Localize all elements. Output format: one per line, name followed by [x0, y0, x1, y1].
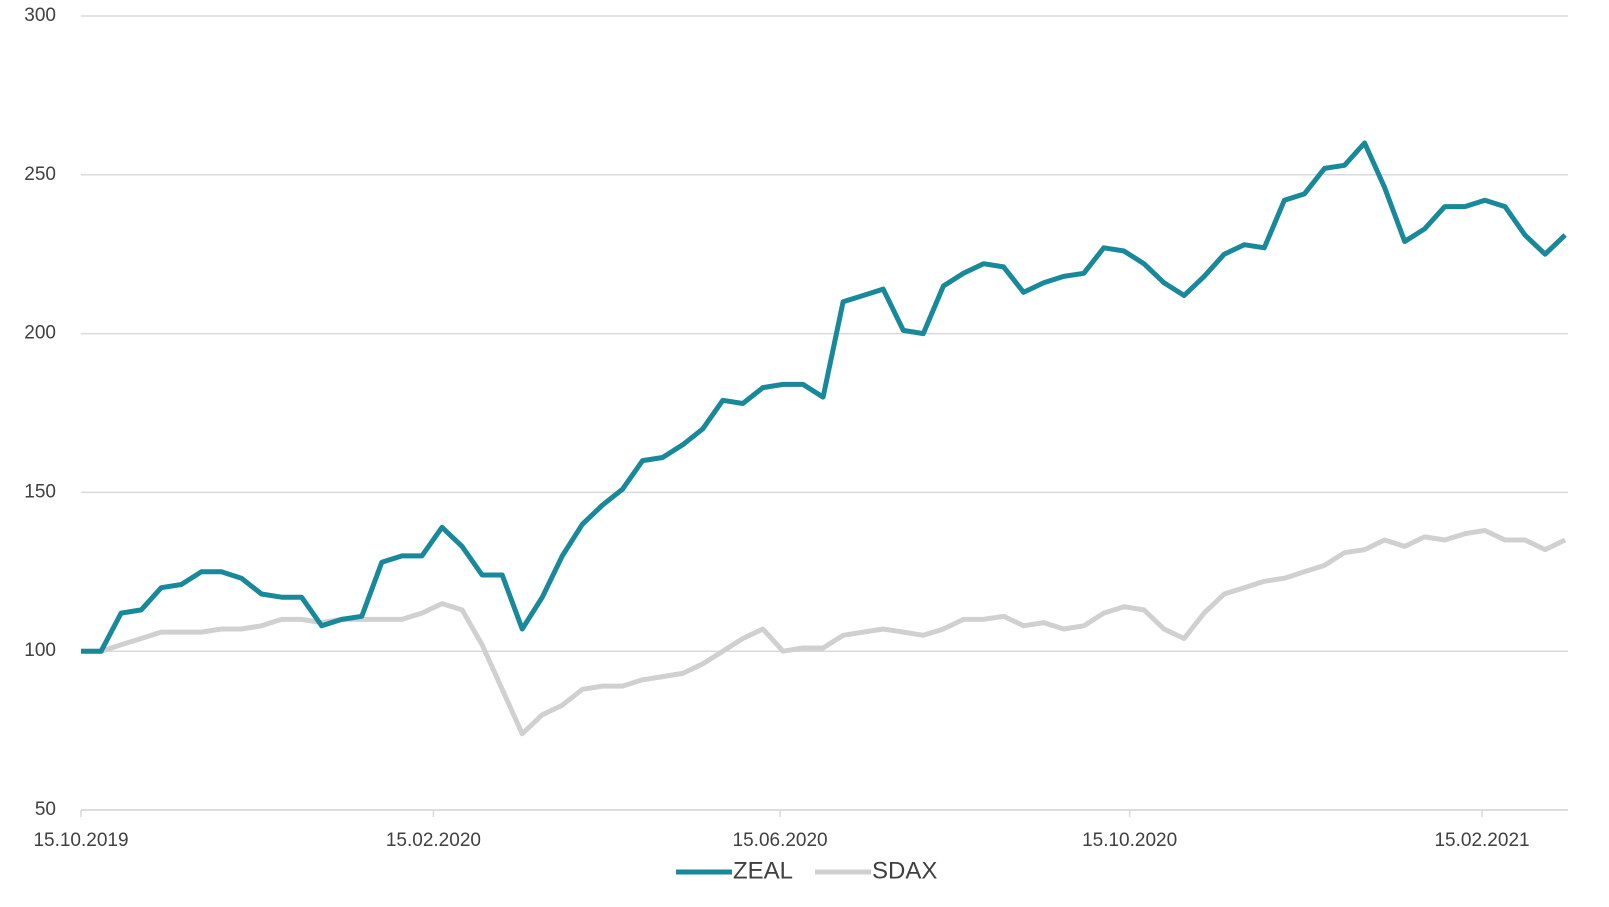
line-series — [81, 528, 1567, 737]
line-series — [81, 140, 1567, 654]
y-tick-label: 100 — [24, 640, 56, 661]
legend-label: ZEAL — [733, 857, 793, 884]
legend: ZEAL SDAX — [676, 857, 937, 884]
y-tick-label: 250 — [24, 164, 56, 185]
legend-label: SDAX — [872, 857, 937, 884]
x-tick-label: 15.02.2021 — [1434, 830, 1529, 851]
y-tick-label: 150 — [24, 481, 56, 502]
y-tick-label: 300 — [24, 5, 56, 26]
x-tick-label: 15.10.2020 — [1082, 830, 1177, 851]
y-tick-label: 200 — [24, 323, 56, 344]
y-tick-label: 50 — [35, 799, 56, 820]
x-tick-label: 15.02.2020 — [386, 830, 481, 851]
x-tick-label: 15.06.2020 — [733, 830, 828, 851]
x-tick-label: 15.10.2019 — [33, 830, 128, 851]
